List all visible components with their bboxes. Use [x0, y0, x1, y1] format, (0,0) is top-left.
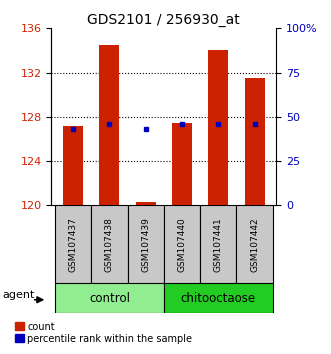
- Bar: [208, 50, 228, 205]
- Bar: [136, 202, 156, 205]
- Text: GSM107438: GSM107438: [105, 217, 114, 272]
- Legend: count, percentile rank within the sample: count, percentile rank within the sample: [15, 322, 192, 344]
- Text: agent: agent: [3, 290, 35, 300]
- Text: GSM107440: GSM107440: [177, 217, 186, 272]
- Text: GSM107441: GSM107441: [214, 217, 223, 272]
- Bar: [63, 126, 83, 205]
- Bar: [236, 205, 273, 283]
- Bar: [164, 283, 273, 313]
- Text: GSM107437: GSM107437: [69, 217, 77, 272]
- Bar: [55, 205, 91, 283]
- Bar: [55, 283, 164, 313]
- Bar: [91, 205, 127, 283]
- Text: GSM107442: GSM107442: [250, 217, 259, 272]
- Title: GDS2101 / 256930_at: GDS2101 / 256930_at: [87, 13, 240, 27]
- Bar: [164, 205, 200, 283]
- Text: chitooctaose: chitooctaose: [181, 292, 256, 305]
- Bar: [245, 78, 264, 205]
- Text: control: control: [89, 292, 130, 305]
- Bar: [127, 205, 164, 283]
- Bar: [99, 45, 119, 205]
- Text: GSM107439: GSM107439: [141, 217, 150, 272]
- Bar: [172, 124, 192, 205]
- Bar: [200, 205, 236, 283]
